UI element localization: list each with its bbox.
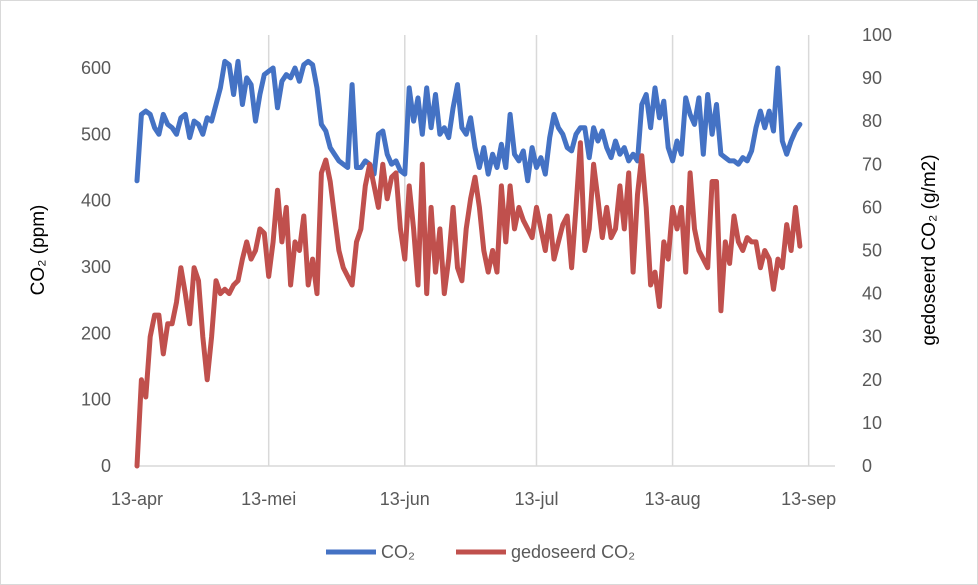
right-tick-label: 20 bbox=[862, 370, 882, 390]
series-lines bbox=[134, 58, 803, 469]
right-tick-label: 100 bbox=[862, 25, 892, 45]
left-tick-label: 400 bbox=[81, 191, 111, 211]
left-axis-ticks: 0 100 200 300 400 500 600 bbox=[81, 58, 111, 476]
x-tick-label: 13-jun bbox=[380, 489, 430, 509]
right-tick-label: 80 bbox=[862, 111, 882, 131]
right-axis-title: gedoseerd CO₂ (g/m2) bbox=[919, 154, 940, 345]
right-axis-ticks: 0 10 20 30 40 50 60 70 80 90 100 bbox=[862, 25, 892, 476]
legend-label-co2: CO₂ bbox=[381, 542, 415, 562]
x-tick-label: 13-sep bbox=[781, 489, 836, 509]
left-tick-label: 500 bbox=[81, 124, 111, 144]
left-tick-label: 600 bbox=[81, 58, 111, 78]
right-tick-label: 40 bbox=[862, 284, 882, 304]
x-axis-ticks: 13-apr 13-mei 13-jun 13-jul 13-aug 13-sep bbox=[111, 489, 836, 509]
x-tick-label: 13-apr bbox=[111, 489, 163, 509]
left-tick-label: 300 bbox=[81, 257, 111, 277]
x-tick-label: 13-jul bbox=[514, 489, 558, 509]
x-tick-label: 13-aug bbox=[645, 489, 701, 509]
right-tick-label: 60 bbox=[862, 197, 882, 217]
right-tick-label: 50 bbox=[862, 241, 882, 261]
right-tick-label: 70 bbox=[862, 154, 882, 174]
left-tick-label: 200 bbox=[81, 323, 111, 343]
right-tick-label: 10 bbox=[862, 413, 882, 433]
left-tick-label: 0 bbox=[101, 456, 111, 476]
right-tick-label: 90 bbox=[862, 68, 882, 88]
legend: CO₂ gedoseerd CO₂ bbox=[326, 542, 635, 562]
legend-label-gedoseerd-co2: gedoseerd CO₂ bbox=[511, 542, 635, 562]
series-line-co2 bbox=[134, 58, 803, 184]
right-tick-label: 0 bbox=[862, 456, 872, 476]
left-axis-title: CO₂ (ppm) bbox=[28, 205, 49, 296]
right-tick-label: 30 bbox=[862, 327, 882, 347]
left-tick-label: 100 bbox=[81, 390, 111, 410]
x-tick-label: 13-mei bbox=[241, 489, 296, 509]
series-line-gedoseerd-co2 bbox=[134, 140, 803, 469]
